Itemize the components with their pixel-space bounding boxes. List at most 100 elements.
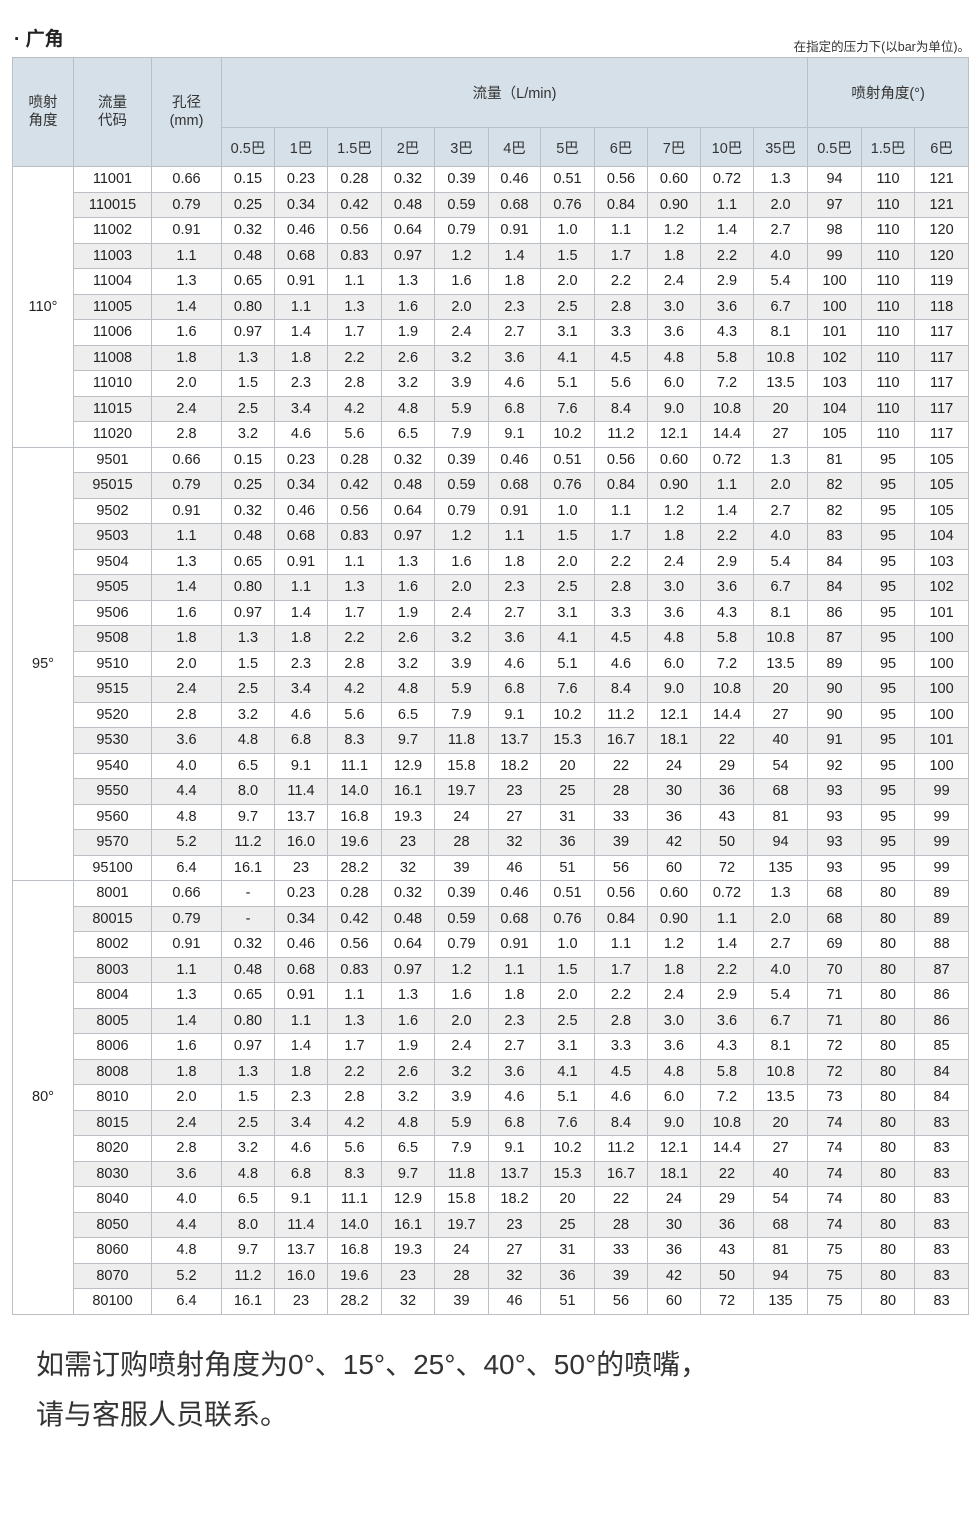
flow-rate-cell: 0.90: [647, 472, 701, 499]
flow-rate-cell: 15.8: [434, 752, 489, 779]
flow-rate-cell: 3.0: [647, 293, 701, 320]
flow-rate-cell: 56: [594, 854, 648, 881]
flow-rate-cell: 36: [540, 1262, 595, 1289]
flow-rate-cell: 0.32: [221, 497, 275, 524]
header-flow-pressure: 35巴: [752, 127, 809, 167]
flow-code-cell: 8008: [73, 1058, 152, 1085]
flow-rate-cell: 3.3: [594, 319, 648, 346]
flow-rate-cell: 0.34: [274, 472, 328, 499]
table-row: 8008 1.8 1.3 1.8 2.2 2.6 3.2 3.6 4.1 4.5 4.8 5.8 10.…: [13, 1058, 970, 1085]
orifice-cell: 4.0: [151, 752, 222, 779]
flow-rate-cell: 4.2: [327, 395, 382, 422]
orifice-cell: 6.4: [151, 854, 222, 881]
flow-code-cell: 8006: [73, 1033, 152, 1060]
flow-rate-cell: 6.5: [381, 701, 435, 728]
flow-rate-cell: 2.8: [594, 1007, 648, 1034]
flow-rate-cell: 16.0: [274, 829, 328, 856]
spray-angle-cell: 99: [914, 854, 970, 881]
flow-rate-cell: 0.23: [274, 446, 328, 473]
flow-code-cell: 9505: [73, 574, 152, 601]
flow-rate-cell: 0.90: [647, 191, 701, 218]
spray-angle-cell: 80: [861, 1288, 916, 1315]
flow-rate-cell: 9.0: [647, 395, 701, 422]
flow-rate-cell: 0.97: [381, 242, 435, 269]
flow-rate-cell: 19.3: [381, 803, 435, 830]
flow-rate-cell: 10.8: [700, 676, 754, 703]
flow-rate-cell: 0.48: [221, 523, 275, 550]
spray-angle-cell: 72: [807, 1058, 863, 1085]
flow-rate-cell: 0.23: [274, 880, 328, 907]
flow-rate-cell: 1.1: [700, 191, 754, 218]
flow-rate-cell: 135: [752, 1288, 809, 1315]
flow-rate-cell: 25: [540, 778, 595, 805]
flow-rate-cell: 94: [752, 1262, 809, 1289]
orifice-cell: 4.8: [151, 1237, 222, 1264]
flow-rate-cell: 9.7: [381, 1160, 435, 1187]
flow-rate-cell: 9.1: [488, 701, 541, 728]
flow-rate-cell: 1.2: [647, 931, 701, 958]
flow-rate-cell: 4.1: [540, 625, 595, 652]
flow-rate-cell: 0.56: [327, 497, 382, 524]
flow-rate-cell: 4.8: [647, 625, 701, 652]
table-row: 95100 6.4 16.1 23 28.2 32 39 46 51 56 60 72 135 93 95 9…: [13, 854, 970, 881]
flow-rate-cell: 14.4: [700, 421, 754, 448]
flow-rate-cell: 1.8: [274, 625, 328, 652]
flow-rate-cell: 33: [594, 803, 648, 830]
footer-note: 如需订购喷射角度为0°、15°、25°、40°、50°的喷嘴， 请与客服人员联系…: [36, 1340, 708, 1440]
spray-angle-cell: 100: [807, 268, 863, 295]
flow-code-cell: 8050: [73, 1211, 152, 1238]
orifice-cell: 0.91: [151, 497, 222, 524]
flow-rate-cell: 60: [647, 1288, 701, 1315]
flow-rate-cell: 5.9: [434, 676, 489, 703]
flow-rate-cell: 0.72: [700, 166, 754, 193]
header-orifice: 孔径 (mm): [151, 57, 222, 167]
flow-code-cell: 11005: [73, 293, 152, 320]
flow-code-cell: 11006: [73, 319, 152, 346]
flow-rate-cell: 0.48: [381, 905, 435, 932]
flow-rate-cell: 20: [540, 752, 595, 779]
flow-rate-cell: 1.7: [594, 523, 648, 550]
flow-rate-cell: 1.7: [594, 956, 648, 983]
flow-rate-cell: 32: [381, 854, 435, 881]
flow-rate-cell: 0.76: [540, 191, 595, 218]
spray-angle-group-cell: 95°: [12, 446, 74, 881]
flow-rate-cell: 60: [647, 854, 701, 881]
flow-rate-cell: 11.4: [274, 1211, 328, 1238]
header-flow-pressure: 0.5巴: [221, 127, 275, 167]
flow-rate-cell: 0.34: [274, 191, 328, 218]
orifice-cell: 2.8: [151, 421, 222, 448]
flow-rate-cell: 0.83: [327, 523, 382, 550]
table-row: 9550 4.4 8.0 11.4 14.0 16.1 19.7 23 25 28 30 36 68 93…: [13, 778, 970, 805]
flow-rate-cell: 0.42: [327, 472, 382, 499]
flow-code-cell: 9501: [73, 446, 152, 473]
header-angle-pressure: 1.5巴: [861, 127, 916, 167]
flow-code-cell: 9508: [73, 625, 152, 652]
flow-rate-cell: 4.5: [594, 625, 648, 652]
flow-rate-cell: 3.2: [221, 421, 275, 448]
spray-angle-cell: 101: [807, 319, 863, 346]
flow-rate-cell: 4.6: [488, 1084, 541, 1111]
flow-rate-cell: 2.4: [434, 1033, 489, 1060]
spray-angle-cell: 74: [807, 1186, 863, 1213]
orifice-cell: 4.8: [151, 803, 222, 830]
flow-rate-cell: 43: [700, 1237, 754, 1264]
flow-rate-cell: 10.8: [700, 1109, 754, 1136]
spray-angle-cell: 80: [861, 1237, 916, 1264]
flow-rate-cell: 0.60: [647, 166, 701, 193]
flow-rate-cell: 0.56: [594, 880, 648, 907]
flow-rate-cell: 0.56: [594, 446, 648, 473]
flow-rate-cell: 5.6: [594, 370, 648, 397]
flow-rate-cell: 3.6: [488, 344, 541, 371]
spray-angle-cell: 95: [861, 778, 916, 805]
flow-code-cell: 95015: [73, 472, 152, 499]
flow-rate-cell: 0.68: [274, 956, 328, 983]
spray-angle-cell: 82: [807, 497, 863, 524]
flow-rate-cell: 1.3: [381, 268, 435, 295]
flow-rate-cell: 0.79: [434, 217, 489, 244]
flow-rate-cell: 2.6: [381, 1058, 435, 1085]
spray-angle-cell: 83: [914, 1135, 970, 1162]
flow-rate-cell: 1.1: [700, 905, 754, 932]
flow-rate-cell: 3.1: [540, 319, 595, 346]
flow-rate-cell: 33: [594, 1237, 648, 1264]
flow-rate-cell: 16.1: [381, 1211, 435, 1238]
